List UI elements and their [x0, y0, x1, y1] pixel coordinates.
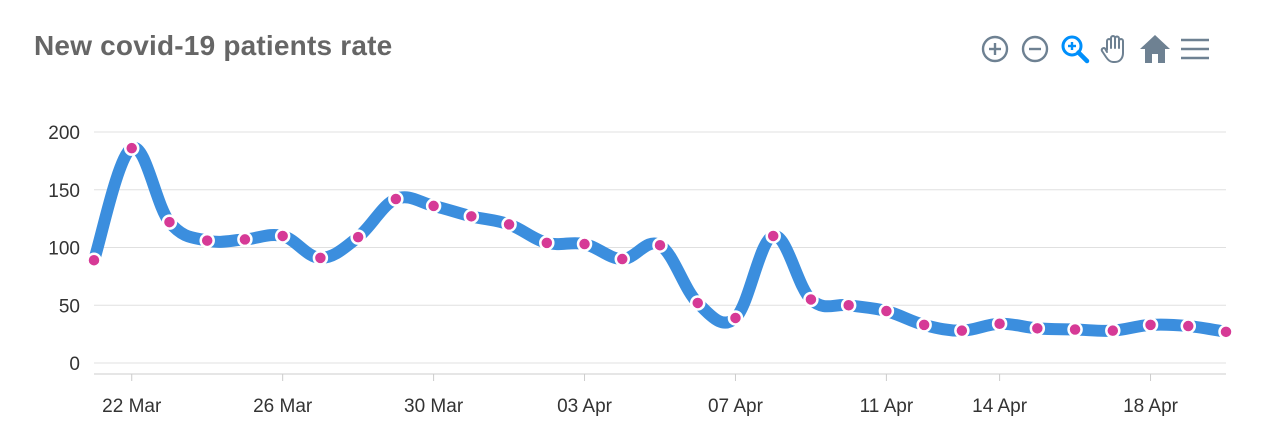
x-tick-label: 14 Apr: [972, 396, 1028, 417]
data-point: [350, 229, 366, 245]
data-point: [1218, 324, 1234, 340]
data-point: [161, 214, 178, 230]
chart-toolbar: [976, 30, 1216, 68]
x-tick-label: 30 Mar: [404, 396, 464, 417]
data-point: [1029, 320, 1046, 337]
selection-zoom-icon: [1061, 35, 1090, 64]
selection-zoom-button[interactable]: [1056, 30, 1094, 68]
data-point: [576, 236, 593, 252]
data-point: [501, 216, 517, 233]
y-tick-label: 100: [48, 239, 80, 260]
chart-title: New covid-19 patients rate: [34, 30, 393, 61]
data-point: [1105, 322, 1121, 339]
menu-icon: [1181, 38, 1209, 60]
data-point: [86, 252, 102, 268]
data-point: [199, 232, 215, 249]
data-point: [1067, 321, 1083, 338]
menu-button[interactable]: [1176, 30, 1214, 68]
data-point: [463, 208, 480, 225]
reset-zoom-button[interactable]: [1136, 30, 1174, 68]
zoom-out-icon: [1021, 35, 1049, 63]
zoom-in-icon: [981, 35, 1009, 63]
y-tick-label: 200: [48, 123, 80, 144]
pan-button[interactable]: [1096, 30, 1134, 68]
x-tick-label: 18 Apr: [1123, 396, 1179, 417]
data-point: [916, 317, 932, 333]
data-point: [991, 315, 1008, 332]
data-point: [803, 291, 819, 308]
data-point: [425, 198, 442, 214]
x-tick-label: 22 Mar: [102, 396, 162, 417]
data-point: [274, 228, 291, 244]
data-point: [237, 231, 253, 248]
data-point: [840, 297, 857, 313]
zoom-in-button[interactable]: [976, 30, 1014, 68]
home-reset-icon: [1140, 35, 1170, 63]
data-point: [388, 191, 404, 207]
x-tick-label: 11 Apr: [860, 396, 914, 417]
data-point: [765, 228, 781, 244]
x-tick-label: 26 Mar: [253, 396, 313, 417]
data-point: [1142, 317, 1159, 333]
y-tick-label: 150: [48, 181, 80, 202]
y-tick-label: 50: [59, 296, 80, 317]
data-point: [878, 303, 895, 319]
data-point: [312, 250, 329, 266]
x-tick-label: 03 Apr: [557, 396, 613, 417]
data-point: [123, 140, 140, 156]
data-point: [539, 235, 555, 251]
data-point: [727, 310, 744, 326]
data-point: [689, 295, 706, 311]
data-point: [1180, 318, 1197, 334]
data-point: [652, 237, 668, 253]
data-point: [954, 322, 970, 339]
pan-hand-icon: [1100, 35, 1124, 63]
x-tick-label: 07 Apr: [708, 396, 764, 417]
zoom-out-button[interactable]: [1016, 30, 1054, 68]
data-point: [614, 251, 631, 267]
y-tick-label: 0: [69, 354, 80, 375]
